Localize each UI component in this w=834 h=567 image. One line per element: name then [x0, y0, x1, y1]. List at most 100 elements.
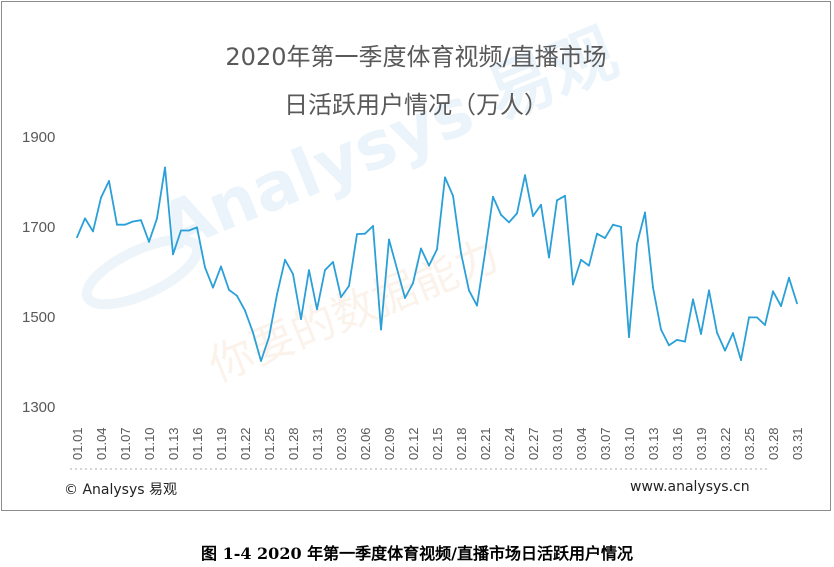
- y-tick-label: 1300: [22, 399, 55, 416]
- data-point: [308, 269, 310, 271]
- data-point: [716, 331, 718, 334]
- data-point: [516, 212, 518, 215]
- data-point: [484, 252, 486, 254]
- data-point: [700, 333, 702, 335]
- data-point: [332, 261, 334, 263]
- x-tick-label: 02.21: [478, 427, 493, 460]
- website-text: www.analysys.cn: [630, 479, 750, 495]
- data-point: [124, 223, 126, 226]
- data-point: [788, 276, 790, 279]
- y-tick-label: 1900: [22, 129, 55, 146]
- data-point: [284, 258, 286, 261]
- chart-axes: 1300 1500 1700 1900 01.01 01.04 01.07 01.10 01.1…: [22, 129, 805, 470]
- data-point: [412, 282, 414, 284]
- x-tick-label: 03.04: [574, 427, 589, 460]
- data-point: [732, 332, 734, 334]
- data-point: [372, 225, 374, 227]
- x-tick-label: 01.22: [238, 427, 253, 460]
- x-tick-label: 01.04: [94, 427, 109, 460]
- data-point: [316, 308, 318, 311]
- data-point: [340, 296, 342, 298]
- x-tick-label: 02.09: [382, 427, 397, 460]
- line-chart: Analysys 易观 你要的数据能力 130015001700190001.0…: [22, 14, 805, 470]
- x-tick-label: 01.31: [310, 427, 325, 460]
- data-point: [460, 252, 462, 254]
- data-point: [740, 359, 742, 361]
- data-point: [188, 229, 190, 232]
- data-point: [684, 340, 686, 343]
- data-point: [772, 290, 774, 293]
- x-tick-label: 01.16: [190, 427, 205, 460]
- data-point: [596, 232, 598, 235]
- x-tick-label: 01.10: [142, 427, 157, 460]
- data-point: [532, 215, 534, 218]
- x-tick-label: 02.12: [406, 427, 421, 460]
- data-point: [292, 273, 294, 275]
- data-point: [348, 285, 350, 287]
- copyright-text: © Analysys 易观: [64, 482, 177, 498]
- data-point: [476, 304, 478, 307]
- data-point: [268, 336, 270, 338]
- x-tick-label: 03.22: [718, 427, 733, 460]
- data-point: [420, 247, 422, 250]
- data-point: [708, 289, 710, 292]
- figure-caption: 图 1-4 2020 年第一季度体育视频/直播市场日活跃用户情况: [201, 544, 633, 563]
- data-point: [228, 289, 230, 291]
- x-tick-label: 01.28: [286, 427, 301, 460]
- data-point: [364, 232, 366, 235]
- data-point: [148, 240, 150, 243]
- data-point: [76, 236, 78, 239]
- x-tick-label: 03.25: [742, 427, 757, 460]
- data-point: [556, 199, 558, 202]
- data-point: [668, 344, 670, 347]
- x-tick-label: 03.07: [598, 427, 613, 460]
- data-point: [756, 316, 758, 319]
- data-point: [84, 217, 86, 220]
- x-tick-label: 02.24: [502, 427, 517, 460]
- data-point: [100, 196, 102, 199]
- data-point: [132, 220, 134, 223]
- watermark-logo-swoosh: [81, 234, 203, 310]
- data-point: [724, 349, 726, 352]
- data-point: [324, 269, 326, 271]
- data-point: [404, 297, 406, 299]
- data-point: [492, 195, 494, 198]
- data-point: [676, 339, 678, 341]
- y-tick-label: 1500: [22, 309, 55, 326]
- data-point: [636, 243, 638, 245]
- data-point: [572, 283, 574, 286]
- chart-plot: [76, 166, 798, 362]
- data-point: [108, 180, 110, 182]
- data-point: [260, 360, 262, 362]
- data-point: [620, 226, 622, 228]
- data-point: [548, 256, 550, 259]
- data-point: [692, 298, 694, 301]
- data-point: [540, 203, 542, 206]
- x-tick-label: 03.19: [694, 427, 709, 460]
- data-point: [140, 219, 142, 222]
- chart-frame: Analysys 易观 你要的数据能力 1300 1500 1700 1900 01.0…: [1, 1, 831, 511]
- x-tick-label: 02.18: [454, 427, 469, 460]
- data-point: [92, 230, 94, 233]
- data-point: [628, 336, 630, 338]
- data-point: [196, 226, 198, 229]
- x-tick-label: 01.13: [166, 427, 181, 460]
- data-point: [452, 194, 454, 197]
- data-point: [164, 166, 166, 169]
- data-point: [468, 289, 470, 292]
- data-point: [276, 293, 278, 296]
- data-point: [116, 223, 118, 226]
- x-tick-label: 02.27: [526, 427, 541, 460]
- data-point: [180, 229, 182, 232]
- data-point: [204, 266, 206, 269]
- data-point: [236, 294, 238, 297]
- data-point: [436, 248, 438, 251]
- x-tick-label: 03.16: [670, 427, 685, 460]
- data-point: [356, 233, 358, 236]
- data-point: [388, 238, 390, 241]
- data-point: [156, 217, 158, 220]
- chart-title-line-2: 日活跃用户情况（万人）: [284, 91, 548, 119]
- x-tick-label: 02.03: [334, 427, 349, 460]
- data-point: [796, 302, 798, 305]
- data-point: [588, 264, 590, 267]
